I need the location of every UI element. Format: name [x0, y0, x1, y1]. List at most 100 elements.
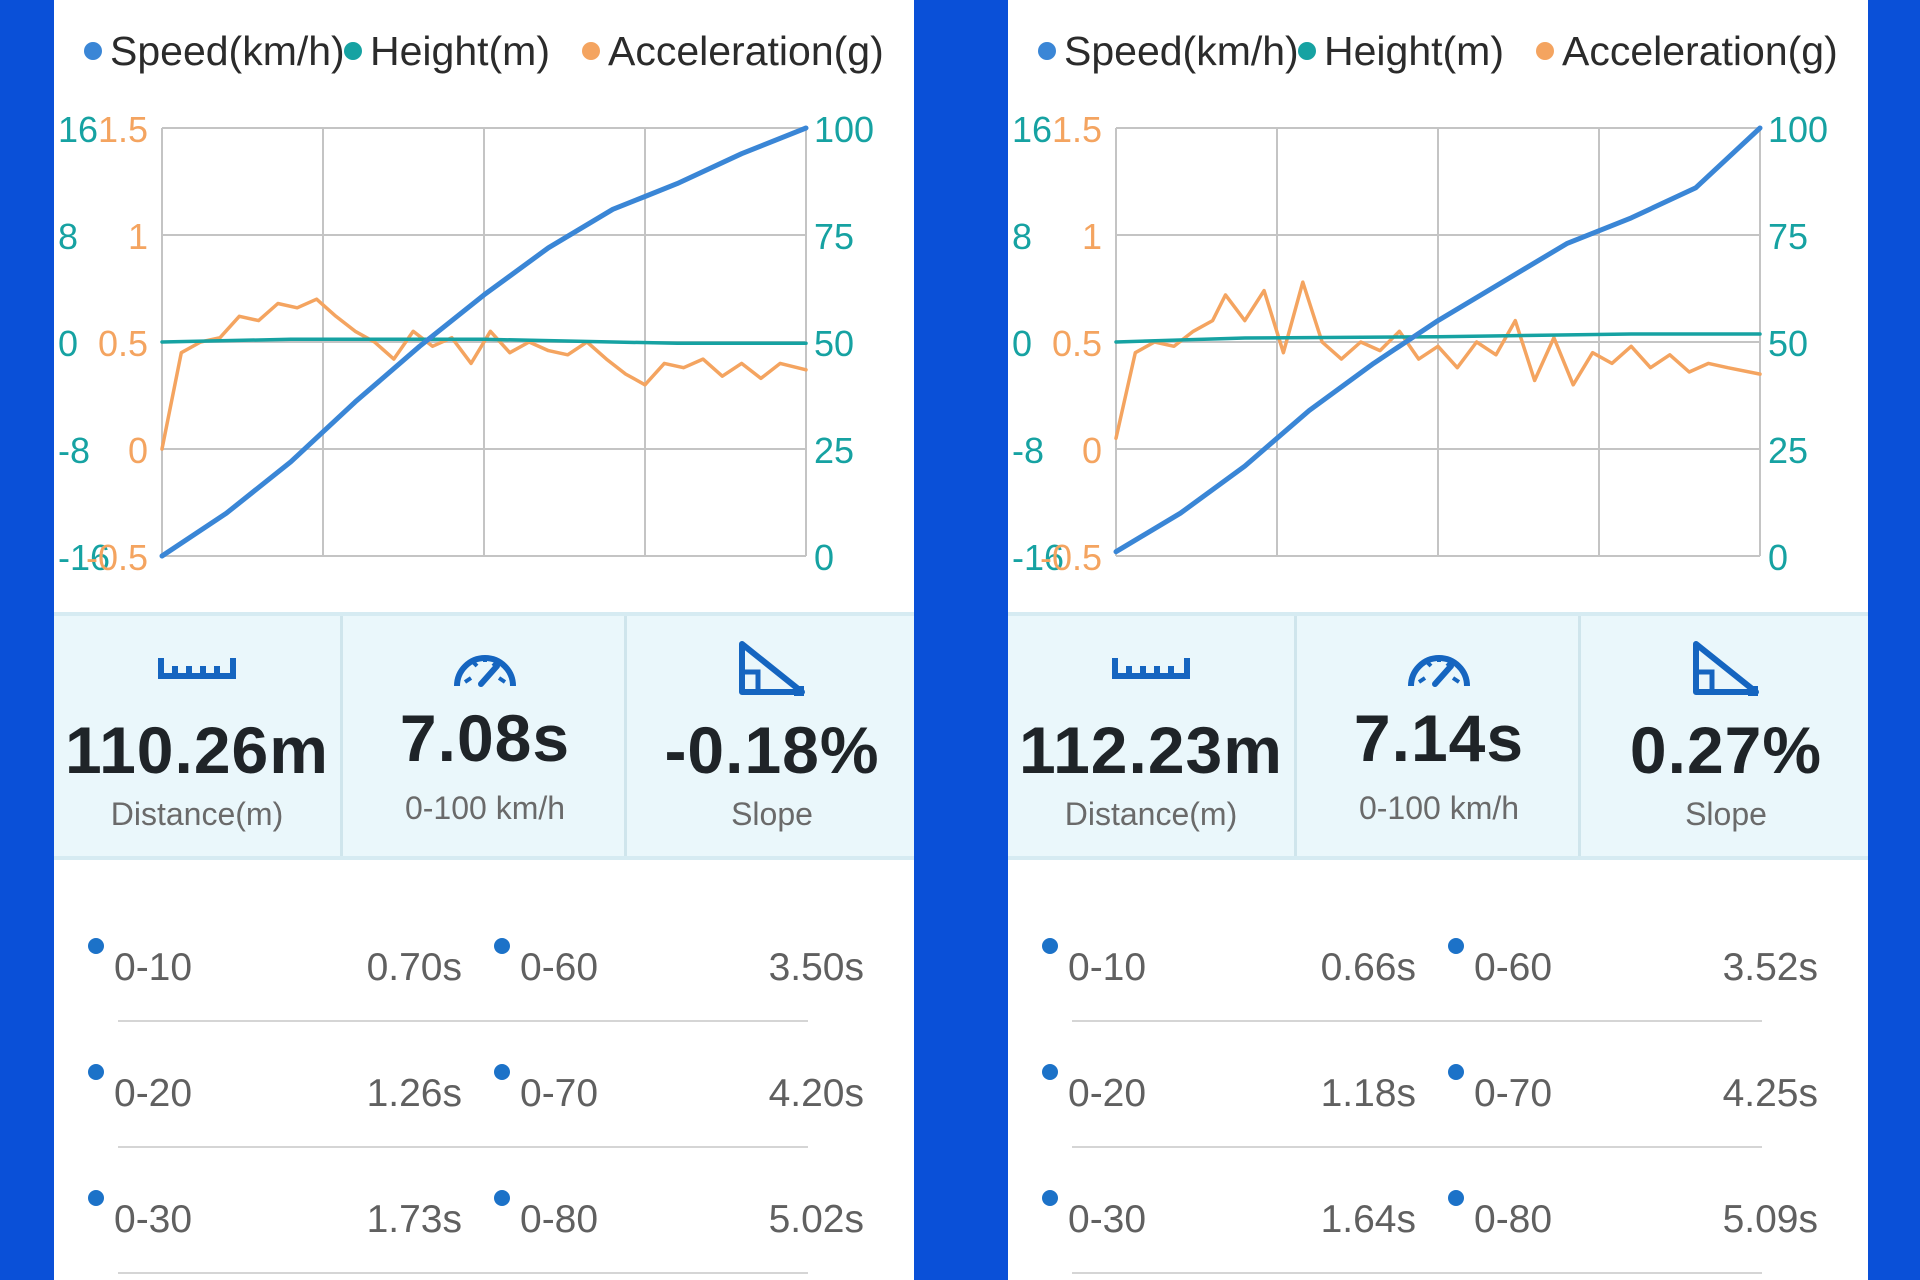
- split-bullet: [494, 1064, 510, 1080]
- legend-height-dot: [1298, 42, 1316, 61]
- split-row: 0-20 1.18s 0-70 4.25s: [1008, 1006, 1868, 1148]
- split-bullet: [88, 938, 104, 954]
- legend-height-label: Height(m): [1324, 28, 1504, 74]
- split-row: 0-10 0.70s 0-60 3.50s: [54, 880, 914, 1022]
- split-range: 0-70: [520, 1072, 599, 1115]
- split-time: 0.70s: [366, 946, 462, 989]
- height-series-line: [1114, 332, 1762, 344]
- stat-distance: 112.23m Distance(m): [1008, 616, 1294, 856]
- height-axis-tick: 0: [1012, 323, 1032, 364]
- acceleration-axis-tick: -0.5: [1040, 537, 1102, 578]
- legend-height[interactable]: Height(m): [344, 28, 550, 75]
- speed-axis-tick: 75: [814, 216, 854, 257]
- stat-distance-value: 112.23m: [1019, 713, 1283, 787]
- speed-axis-tick: 75: [1768, 216, 1808, 257]
- chart-legend: Speed(km/h) Height(m) Acceleration(g): [54, 28, 914, 84]
- split-time: 4.25s: [1722, 1072, 1818, 1115]
- split-time: 3.52s: [1722, 946, 1818, 989]
- chart-legend: Speed(km/h) Height(m) Acceleration(g): [1008, 28, 1868, 84]
- split-time: 1.18s: [1320, 1072, 1416, 1115]
- split-time: 5.09s: [1722, 1198, 1818, 1241]
- stat-distance: 110.26m Distance(m): [54, 616, 340, 856]
- ruler-icon: [158, 658, 236, 679]
- speed-axis-tick: 0: [814, 537, 834, 578]
- result-panel-left: Speed(km/h) Height(m) Acceleration(g) 16…: [54, 0, 914, 1280]
- split-range: 0-80: [1474, 1198, 1553, 1241]
- split-range: 0-20: [1068, 1072, 1147, 1115]
- split-divider: [118, 1146, 808, 1148]
- acceleration-axis-tick: 0: [128, 430, 148, 471]
- split-range: 0-30: [114, 1198, 193, 1241]
- acceleration-axis-tick: 1.5: [98, 109, 148, 150]
- speed-axis-tick: 100: [1768, 109, 1828, 150]
- height-axis-tick: -8: [1012, 430, 1044, 471]
- split-range: 0-60: [1474, 946, 1553, 989]
- split-divider: [118, 1020, 808, 1022]
- split-bullet: [1042, 1064, 1058, 1080]
- split-time: 3.50s: [768, 946, 864, 989]
- run-chart[interactable]: 16 1.5 100 8 1 75 0 0.5 50 -8 0 25 -16-0.5 0: [54, 100, 914, 580]
- split-range: 0-70: [1474, 1072, 1553, 1115]
- split-divider: [1072, 1020, 1762, 1022]
- split-range: 0-10: [1068, 946, 1147, 989]
- stat-time: 7.14s 0-100 km/h: [1294, 616, 1581, 856]
- acceleration-axis-tick: 0.5: [98, 323, 148, 364]
- split-bullet: [88, 1064, 104, 1080]
- split-range: 0-80: [520, 1198, 599, 1241]
- split-time: 5.02s: [768, 1198, 864, 1241]
- split-row: 0-30 1.64s 0-80 5.09s: [1008, 1132, 1868, 1274]
- legend-acceleration[interactable]: Acceleration(g): [582, 28, 884, 75]
- legend-acceleration-dot: [1536, 42, 1554, 61]
- acceleration-axis-tick: 0.5: [1052, 323, 1102, 364]
- acceleration-series-line: [1114, 280, 1762, 441]
- acceleration-axis-tick: 1.5: [1052, 109, 1102, 150]
- slope-icon: [739, 641, 805, 696]
- legend-height[interactable]: Height(m): [1298, 28, 1504, 75]
- speedometer-icon: [1408, 655, 1470, 687]
- legend-speed-label: Speed(km/h): [110, 28, 345, 74]
- height-axis-tick: 8: [58, 216, 78, 257]
- stat-time-label: 0-100 km/h: [404, 790, 566, 826]
- legend-acceleration-label: Acceleration(g): [1562, 28, 1838, 74]
- legend-speed-label: Speed(km/h): [1064, 28, 1299, 74]
- height-axis-tick: 16: [1012, 109, 1052, 150]
- split-time: 1.64s: [1320, 1198, 1416, 1241]
- legend-acceleration[interactable]: Acceleration(g): [1536, 28, 1838, 75]
- run-chart[interactable]: 16 1.5 100 8 1 75 0 0.5 50 -8 0 25 -16-0.5 0: [1008, 100, 1868, 580]
- split-range: 0-60: [520, 946, 599, 989]
- split-bullet: [1448, 938, 1464, 954]
- split-bullet: [1042, 1190, 1058, 1206]
- stat-time-label: 0-100 km/h: [1358, 790, 1520, 826]
- acceleration-axis-tick: 1: [1082, 216, 1102, 257]
- acceleration-series-line: [160, 297, 808, 451]
- legend-speed-dot: [1038, 42, 1056, 61]
- split-bullet: [1448, 1190, 1464, 1206]
- speed-series-line: [1113, 125, 1763, 555]
- split-row: 0-30 1.73s 0-80 5.02s: [54, 1132, 914, 1274]
- legend-speed[interactable]: Speed(km/h): [84, 28, 345, 75]
- acceleration-axis-tick: 0: [1082, 430, 1102, 471]
- speed-axis-tick: 50: [1768, 323, 1808, 364]
- split-row: 0-10 0.66s 0-60 3.52s: [1008, 880, 1868, 1022]
- split-bullet: [1042, 938, 1058, 954]
- legend-acceleration-label: Acceleration(g): [608, 28, 884, 74]
- stats-bar: 110.26m Distance(m) 7.08s 0-100 km/h -0.…: [54, 612, 914, 860]
- legend-height-label: Height(m): [370, 28, 550, 74]
- stat-time-value: 7.14s: [1353, 701, 1525, 775]
- height-axis-tick: 8: [1012, 216, 1032, 257]
- speedometer-icon: [454, 655, 516, 687]
- legend-speed[interactable]: Speed(km/h): [1038, 28, 1299, 75]
- split-times-list: 0-10 0.66s 0-60 3.52s 0-20 1.18s 0-70 4.…: [1008, 880, 1868, 1280]
- stat-slope-label: Slope: [731, 796, 813, 832]
- split-bullet: [494, 938, 510, 954]
- split-range: 0-10: [114, 946, 193, 989]
- split-time: 4.20s: [768, 1072, 864, 1115]
- split-time: 1.73s: [366, 1198, 462, 1241]
- split-bullet: [88, 1190, 104, 1206]
- split-time: 1.26s: [366, 1072, 462, 1115]
- ruler-icon: [1112, 658, 1190, 679]
- split-divider: [118, 1272, 808, 1274]
- split-range: 0-30: [1068, 1198, 1147, 1241]
- speed-series-line: [159, 125, 809, 559]
- speed-axis-tick: 50: [814, 323, 854, 364]
